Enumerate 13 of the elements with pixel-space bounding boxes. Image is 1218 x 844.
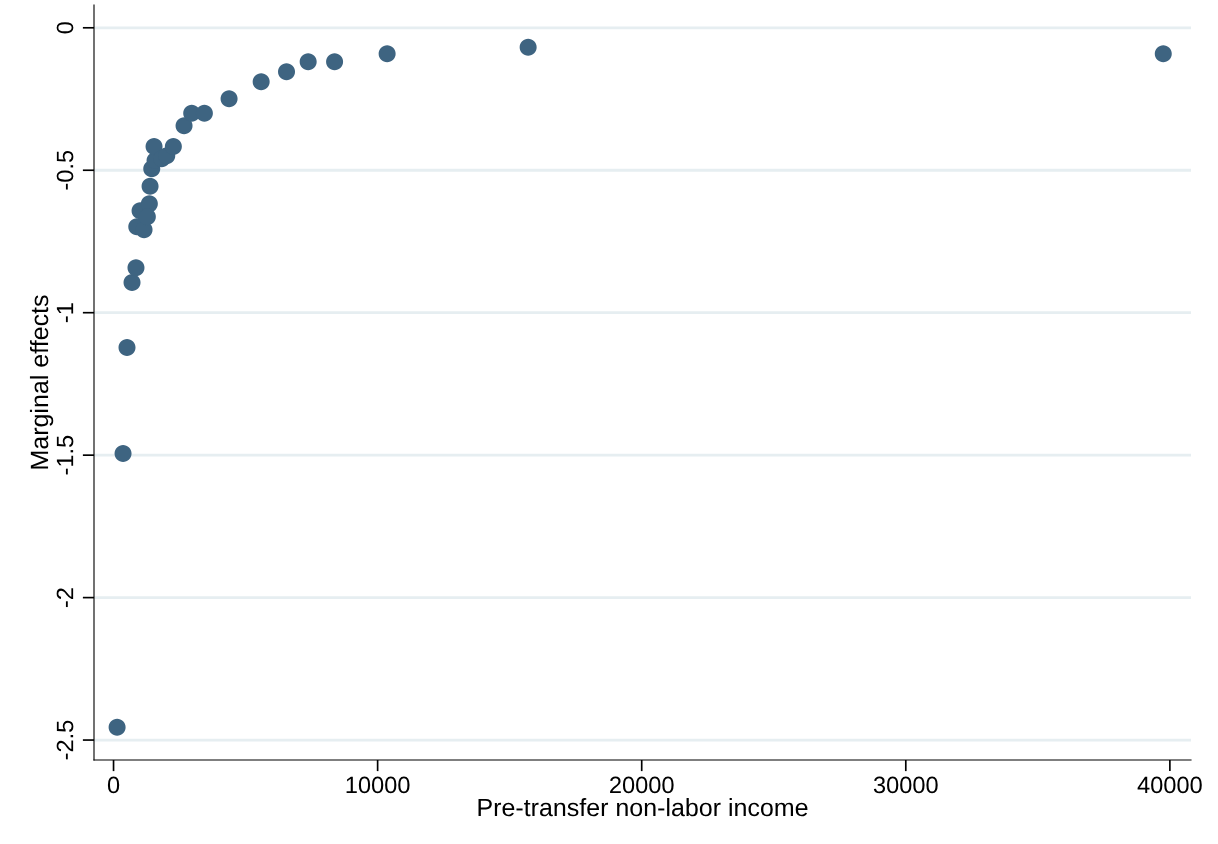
y-tick-label: -0.5 bbox=[56, 150, 74, 190]
y-tick-label: 0 bbox=[56, 22, 74, 34]
x-tick-label: 30000 bbox=[873, 776, 938, 794]
y-axis-title: Marginal effects bbox=[29, 295, 54, 469]
y-tick-label: -1 bbox=[56, 303, 74, 323]
y-tick-label: -2 bbox=[56, 588, 74, 608]
y-tick-label: -1.5 bbox=[56, 435, 74, 475]
x-tick-label: 10000 bbox=[346, 776, 410, 794]
x-axis-title: Pre-transfer non-labor income bbox=[478, 797, 808, 817]
x-tick-label: 40000 bbox=[1137, 776, 1202, 794]
x-tick-label: 0 bbox=[107, 776, 120, 794]
x-tick-label: 20000 bbox=[610, 776, 674, 794]
y-tick-label: -2.5 bbox=[56, 720, 74, 760]
